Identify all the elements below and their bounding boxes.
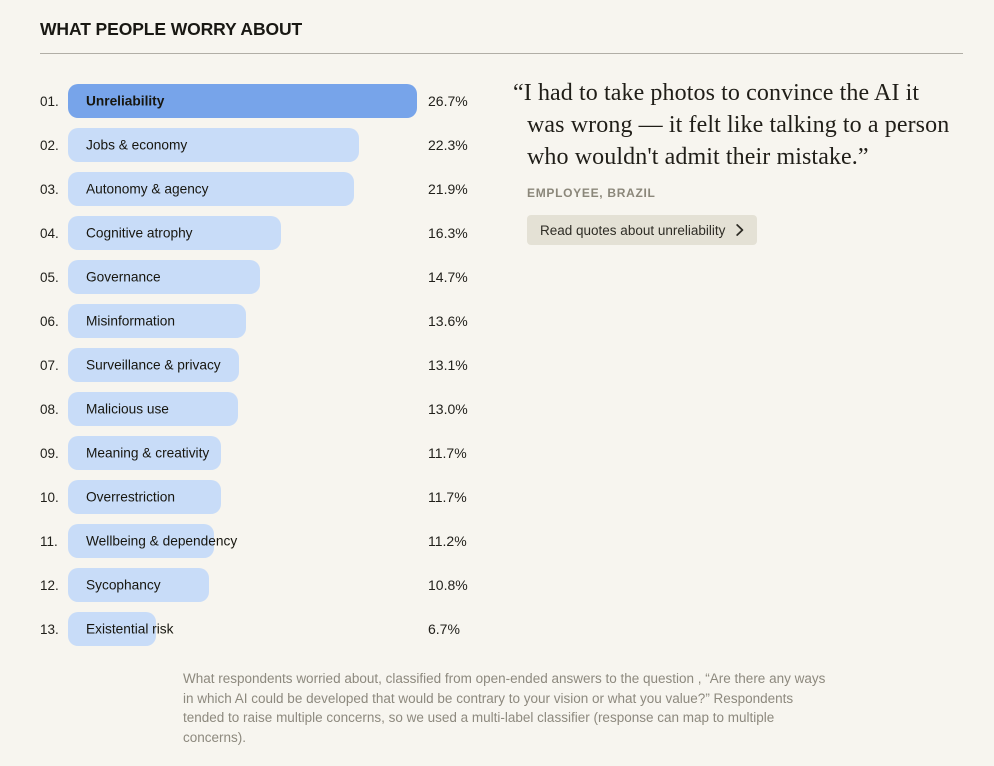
chevron-right-icon bbox=[736, 224, 744, 236]
chart-row: 09. Meaning & creativity 11.7% bbox=[40, 436, 473, 470]
chart-row: 08. Malicious use 13.0% bbox=[40, 392, 473, 426]
row-value: 11.7% bbox=[428, 445, 467, 461]
row-rank: 06. bbox=[40, 313, 59, 329]
row-value: 21.9% bbox=[428, 181, 468, 197]
row-bar-track: Wellbeing & dependency bbox=[68, 524, 428, 558]
row-rank: 04. bbox=[40, 225, 59, 241]
page-title: WHAT PEOPLE WORRY ABOUT bbox=[40, 19, 303, 39]
worry-chart: 01. Unreliability 26.7% 02. Jobs & econo… bbox=[40, 84, 473, 646]
row-bar-track: Autonomy & agency bbox=[68, 172, 428, 206]
chart-row: 03. Autonomy & agency 21.9% bbox=[40, 172, 473, 206]
row-value: 10.8% bbox=[428, 577, 468, 593]
row-bar-track: Sycophancy bbox=[68, 568, 428, 602]
row-bar[interactable] bbox=[68, 524, 214, 558]
row-bar-track: Overrestriction bbox=[68, 480, 428, 514]
chart-row: 01. Unreliability 26.7% bbox=[40, 84, 473, 118]
row-bar-track: Meaning & creativity bbox=[68, 436, 428, 470]
row-rank: 02. bbox=[40, 137, 59, 153]
row-rank: 08. bbox=[40, 401, 59, 417]
section-header: WHAT PEOPLE WORRY ABOUT bbox=[0, 0, 994, 54]
quote-panel: “I had to take photos to convince the AI… bbox=[513, 80, 957, 646]
chart-row: 12. Sycophancy 10.8% bbox=[40, 568, 473, 602]
row-bar[interactable] bbox=[68, 216, 281, 250]
row-bar-label: Surveillance & privacy bbox=[86, 357, 221, 373]
chart-row: 04. Cognitive atrophy 16.3% bbox=[40, 216, 473, 250]
row-bar-label: Overrestriction bbox=[86, 489, 175, 505]
row-bar[interactable] bbox=[68, 260, 260, 294]
pull-quote: “I had to take photos to convince the AI… bbox=[513, 80, 950, 170]
row-value: 11.7% bbox=[428, 489, 467, 505]
row-rank: 12. bbox=[40, 577, 59, 593]
row-bar-track: Cognitive atrophy bbox=[68, 216, 428, 250]
row-value: 13.1% bbox=[428, 357, 468, 373]
row-bar[interactable] bbox=[68, 612, 156, 646]
row-rank: 11. bbox=[40, 533, 58, 549]
row-bar-track: Existential risk bbox=[68, 612, 428, 646]
row-value: 13.6% bbox=[428, 313, 468, 329]
chart-row: 06. Misinformation 13.6% bbox=[40, 304, 473, 338]
chart-row: 05. Governance 14.7% bbox=[40, 260, 473, 294]
read-quotes-button[interactable]: Read quotes about unreliability bbox=[527, 215, 758, 245]
row-bar-track: Governance bbox=[68, 260, 428, 294]
row-bar-label: Autonomy & agency bbox=[86, 181, 209, 197]
row-bar-label: Sycophancy bbox=[86, 577, 161, 593]
main-content: 01. Unreliability 26.7% 02. Jobs & econo… bbox=[0, 80, 994, 646]
row-value: 14.7% bbox=[428, 269, 468, 285]
chart-row: 13. Existential risk 6.7% bbox=[40, 612, 473, 646]
chart-footnote: What respondents worried about, classifi… bbox=[183, 671, 826, 745]
row-rank: 03. bbox=[40, 181, 59, 197]
row-bar-label: Jobs & economy bbox=[86, 137, 188, 153]
row-value: 16.3% bbox=[428, 225, 468, 241]
row-bar[interactable] bbox=[68, 568, 209, 602]
row-bar[interactable] bbox=[68, 436, 221, 470]
row-bar[interactable] bbox=[68, 392, 238, 426]
row-bar[interactable] bbox=[68, 84, 417, 118]
row-bar[interactable] bbox=[68, 480, 221, 514]
chart-row: 10. Overrestriction 11.7% bbox=[40, 480, 473, 514]
row-rank: 07. bbox=[40, 357, 59, 373]
row-rank: 05. bbox=[40, 269, 59, 285]
row-rank: 09. bbox=[40, 445, 59, 461]
quote-attribution: EMPLOYEE, BRAZIL bbox=[527, 186, 656, 200]
row-rank: 10. bbox=[40, 489, 59, 505]
row-bar-track: Malicious use bbox=[68, 392, 428, 426]
row-bar-label: Existential risk bbox=[86, 621, 174, 637]
row-bar-label: Meaning & creativity bbox=[86, 445, 210, 461]
row-value: 13.0% bbox=[428, 401, 468, 417]
row-bar-label: Unreliability bbox=[86, 93, 165, 109]
row-bar-label: Wellbeing & dependency bbox=[86, 533, 238, 549]
row-value: 22.3% bbox=[428, 137, 468, 153]
row-bar-label: Misinformation bbox=[86, 313, 175, 329]
row-bar[interactable] bbox=[68, 128, 359, 162]
chart-row: 11. Wellbeing & dependency 11.2% bbox=[40, 524, 473, 558]
row-bar[interactable] bbox=[68, 304, 246, 338]
row-bar-track: Jobs & economy bbox=[68, 128, 428, 162]
row-value: 6.7% bbox=[428, 621, 460, 637]
row-rank: 13. bbox=[40, 621, 59, 637]
row-bar-track: Surveillance & privacy bbox=[68, 348, 428, 382]
row-value: 26.7% bbox=[428, 93, 468, 109]
title-divider bbox=[40, 53, 963, 54]
row-bar-track: Unreliability bbox=[68, 84, 428, 118]
row-rank: 01. bbox=[40, 93, 59, 109]
row-bar-label: Governance bbox=[86, 269, 161, 285]
row-bar-label: Cognitive atrophy bbox=[86, 225, 193, 241]
row-value: 11.2% bbox=[428, 533, 467, 549]
read-quotes-button-label: Read quotes about unreliability bbox=[540, 222, 726, 238]
row-bar[interactable] bbox=[68, 348, 239, 382]
chart-row: 07. Surveillance & privacy 13.1% bbox=[40, 348, 473, 382]
chart-row: 02. Jobs & economy 22.3% bbox=[40, 128, 473, 162]
row-bar-label: Malicious use bbox=[86, 401, 169, 417]
row-bar-track: Misinformation bbox=[68, 304, 428, 338]
row-bar[interactable] bbox=[68, 172, 354, 206]
